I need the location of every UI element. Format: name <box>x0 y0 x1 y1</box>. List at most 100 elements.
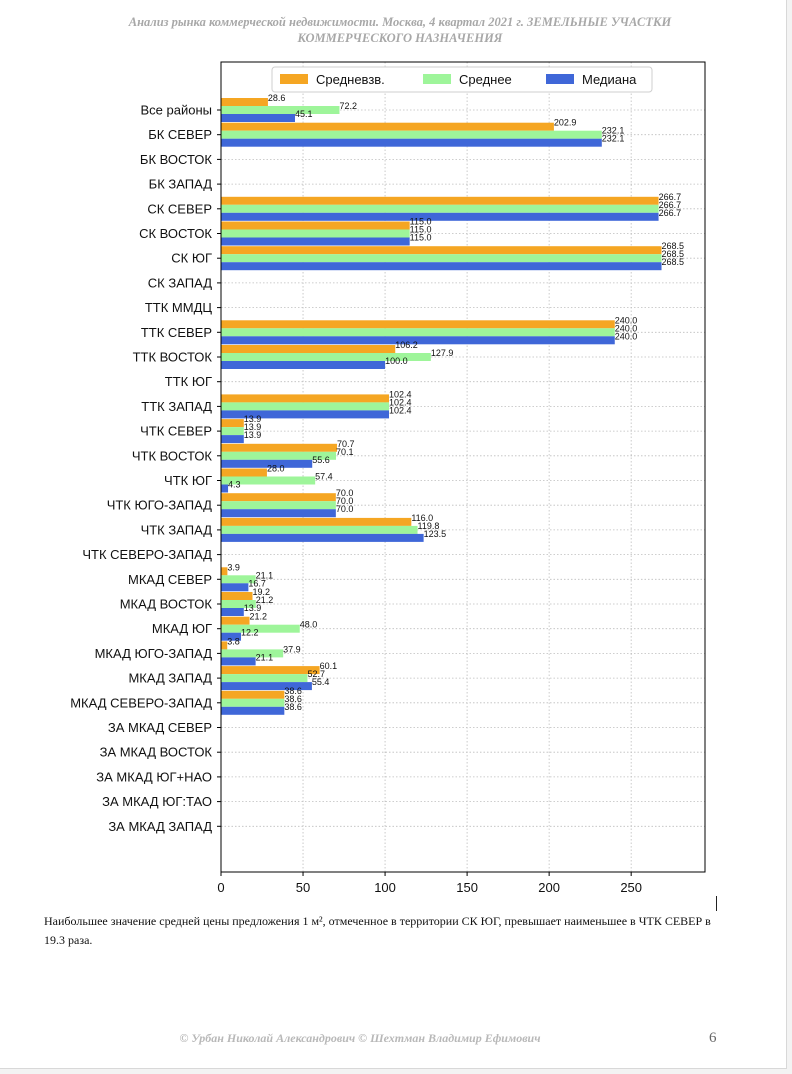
page-footer: © Урбан Николай Александрович © Шехтман … <box>179 1031 541 1045</box>
y-tick-label: МКАД ЮГО-ЗАПАД <box>95 646 213 661</box>
y-tick-label: ЗА МКАД ЮГ+НАО <box>96 769 212 784</box>
bar <box>221 204 659 213</box>
legend-swatch <box>546 74 574 84</box>
y-tick-label: ЧТК ВОСТОК <box>132 448 213 463</box>
data-label: 52.7 <box>307 669 325 679</box>
data-label: 38.6 <box>284 702 302 712</box>
data-label: 266.7 <box>659 200 682 210</box>
data-label: 202.9 <box>554 118 577 128</box>
bar <box>221 468 267 477</box>
y-tick-label: ЗА МКАД ЮГ:ТАО <box>102 794 212 809</box>
bar <box>221 122 554 131</box>
data-label: 232.1 <box>602 134 625 144</box>
bar <box>221 509 336 518</box>
bar <box>221 682 312 691</box>
bar <box>221 262 662 271</box>
data-label: 115.0 <box>410 233 432 243</box>
data-label: 70.7 <box>337 439 355 449</box>
data-label: 37.9 <box>283 644 301 654</box>
bar <box>221 641 228 650</box>
data-label: 16.7 <box>248 578 266 588</box>
bar <box>221 345 396 353</box>
data-label: 13.9 <box>244 603 262 613</box>
data-label: 102.4 <box>389 405 412 415</box>
data-label: 102.4 <box>389 389 412 399</box>
data-label: 70.0 <box>336 496 354 506</box>
bar <box>221 674 308 683</box>
bar <box>221 657 256 666</box>
data-label: 57.4 <box>315 472 333 482</box>
data-label: 13.9 <box>244 430 262 440</box>
legend-box <box>271 66 653 93</box>
bar <box>221 336 615 345</box>
bar <box>221 608 244 616</box>
bar <box>221 517 412 526</box>
legend-swatch <box>280 74 308 84</box>
header-line-1: Анализ рынка коммерческой недвижимости. … <box>128 15 672 29</box>
data-label: 119.8 <box>418 521 440 531</box>
data-label: 266.7 <box>659 192 682 202</box>
data-label: 268.5 <box>662 257 685 267</box>
y-tick-label: СК ЮГ <box>171 251 212 266</box>
data-label: 28.6 <box>268 93 286 103</box>
bar <box>221 435 244 444</box>
y-tick-label: БК СЕВЕР <box>148 127 212 142</box>
data-label: 240.0 <box>615 315 638 325</box>
y-tick-label: ТТК ВОСТОК <box>133 350 213 365</box>
bar <box>221 493 336 502</box>
bar <box>221 353 431 361</box>
bar <box>221 212 659 221</box>
bar <box>221 698 285 707</box>
header-line-2: КОММЕРЧЕСКОГО НАЗНАЧЕНИЯ <box>297 31 503 45</box>
data-label: 12.2 <box>241 628 259 638</box>
legend: Средневзв. Среднее Медиана <box>271 66 653 93</box>
y-tick-label: ЗА МКАД ВОСТОК <box>100 745 213 760</box>
page-number: 6 <box>709 1030 717 1046</box>
data-label: 268.5 <box>662 241 685 251</box>
data-label: 240.0 <box>615 331 638 341</box>
bar <box>221 98 268 106</box>
data-label: 45.1 <box>295 109 313 119</box>
data-label: 60.1 <box>320 661 338 671</box>
bar <box>221 410 390 419</box>
y-tick-label: ЧТК ЮГ <box>164 473 212 488</box>
bar <box>221 114 295 122</box>
bar <box>221 237 410 246</box>
y-tick-label: БК ЗАПАД <box>149 177 213 192</box>
bar-chart: 28.6202.9266.7115.0268.5240.0106.2102.41… <box>70 61 706 895</box>
data-label: 28.0 <box>267 464 285 474</box>
y-tick-label: ЗА МКАД ЗАПАД <box>108 819 212 834</box>
chart-caption: Наибольшее значение средней цены предлож… <box>44 914 711 947</box>
y-tick-label: МКАД ЗАПАД <box>128 671 212 686</box>
data-label: 3.8 <box>227 636 240 646</box>
data-label: 240.0 <box>615 323 638 333</box>
bar <box>221 690 285 699</box>
bar <box>221 419 244 428</box>
bar <box>221 624 300 633</box>
x-tick-label: 0 <box>217 880 224 895</box>
data-label: 21.2 <box>250 612 268 622</box>
y-tick-label: МКАД ЮГ <box>152 621 212 636</box>
y-tick-label: СК СЕВЕР <box>147 201 212 216</box>
bar <box>221 649 284 658</box>
bar <box>221 130 602 139</box>
bar <box>221 221 410 230</box>
y-tick-label: МКАД СЕВЕРО-ЗАПАД <box>70 695 212 710</box>
y-tick-label: МКАД ВОСТОК <box>120 597 213 612</box>
bar <box>221 254 662 263</box>
y-tick-label: ЧТК ЮГО-ЗАПАД <box>107 498 212 513</box>
bar <box>221 106 340 114</box>
plot-frame <box>220 61 706 873</box>
data-label: 21.2 <box>256 595 274 605</box>
data-label: 100.0 <box>385 356 408 366</box>
data-label: 116.0 <box>411 513 433 523</box>
bar <box>221 138 602 147</box>
data-label: 55.4 <box>312 677 330 687</box>
data-label: 38.6 <box>284 686 302 696</box>
bar <box>221 525 418 534</box>
bar <box>221 706 285 715</box>
bar <box>221 533 424 542</box>
data-label: 123.5 <box>424 529 447 539</box>
data-label: 55.6 <box>312 455 330 465</box>
